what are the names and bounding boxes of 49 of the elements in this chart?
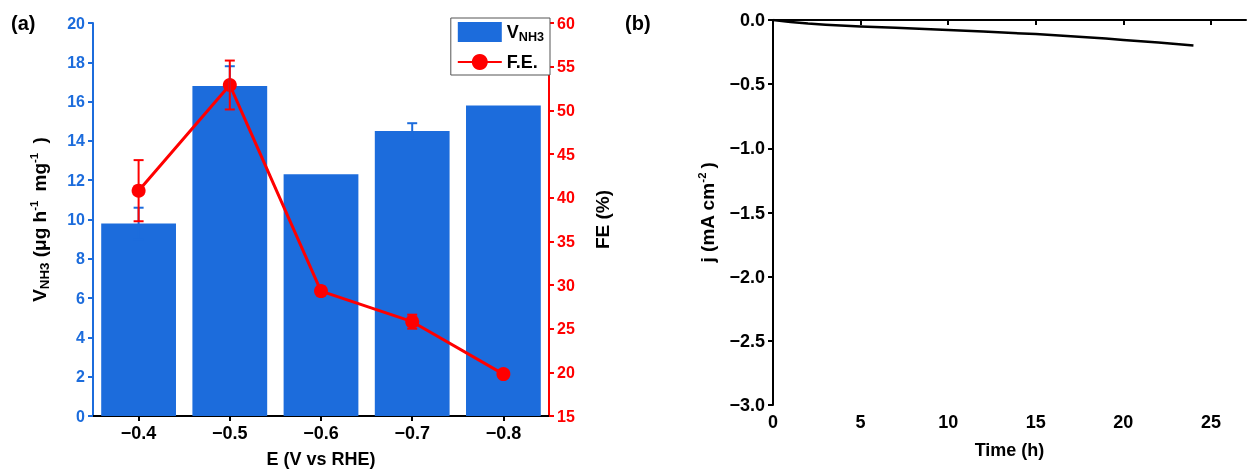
x-tick-label: 0 — [767, 412, 779, 432]
y2-tick-label: 25 — [557, 320, 575, 338]
y-tick-label: −0.5 — [729, 74, 765, 95]
y-tick-label: 12 — [67, 171, 86, 189]
x-tick-label: −0.4 — [120, 423, 157, 443]
x-axis-title: Time (h) — [974, 440, 1045, 460]
x-tick-label: −0.6 — [303, 423, 339, 443]
bar — [101, 223, 176, 416]
y2-axis-title: FE (%) — [592, 189, 613, 250]
x-tick-label: −0.8 — [485, 423, 522, 443]
y-tick-label: 14 — [67, 132, 86, 150]
x-tick-label: 25 — [1200, 412, 1221, 432]
y-axis-title: j (mA cm-2) — [696, 162, 719, 264]
x-tick-label: 5 — [855, 412, 866, 432]
y2-tick-label: 55 — [557, 58, 575, 76]
y2-tick-label: 50 — [557, 101, 575, 119]
y-tick-label: −1.0 — [729, 138, 765, 159]
y-tick-label: 18 — [67, 53, 86, 71]
y-tick-label: 4 — [76, 328, 86, 346]
bar — [283, 174, 359, 416]
x-tick-label: 15 — [1025, 412, 1046, 432]
y2-tick-label: 20 — [557, 363, 575, 381]
y2-tick-label: 40 — [557, 189, 575, 207]
bar — [192, 85, 268, 416]
y-tick-label: 6 — [76, 289, 86, 307]
x-axis-title: E (V vs RHE) — [266, 449, 376, 469]
y-tick-label: 8 — [76, 250, 86, 268]
x-tick-label: −0.7 — [394, 423, 430, 443]
x-tick-label: −0.5 — [212, 423, 248, 443]
y2-tick-label: 60 — [557, 14, 575, 32]
chart-title: (b) — [625, 12, 651, 34]
y-tick-label: −3.0 — [729, 395, 765, 415]
chart-title: (a) — [11, 12, 36, 34]
y-tick-label: −1.5 — [729, 202, 765, 223]
y-axis-title: VNH3 (μg h-1 mg-1 ) — [28, 137, 52, 302]
y-tick-label: 0.0 — [739, 10, 765, 30]
y2-tick-label: 35 — [557, 232, 575, 250]
y-tick-label: −2.0 — [729, 266, 765, 287]
y-tick-label: 16 — [67, 93, 86, 111]
y-tick-label: 10 — [67, 211, 86, 228]
legend-label: F.E. — [506, 52, 538, 72]
y-tick-label: 20 — [67, 14, 86, 32]
bar — [466, 105, 541, 416]
y-tick-label: 2 — [76, 368, 86, 386]
x-tick-label: 20 — [1113, 412, 1134, 432]
y2-tick-label: 45 — [557, 145, 575, 163]
y-tick-label: −2.5 — [729, 330, 765, 351]
y2-tick-label: 30 — [557, 276, 575, 294]
x-tick-label: 10 — [938, 412, 959, 432]
